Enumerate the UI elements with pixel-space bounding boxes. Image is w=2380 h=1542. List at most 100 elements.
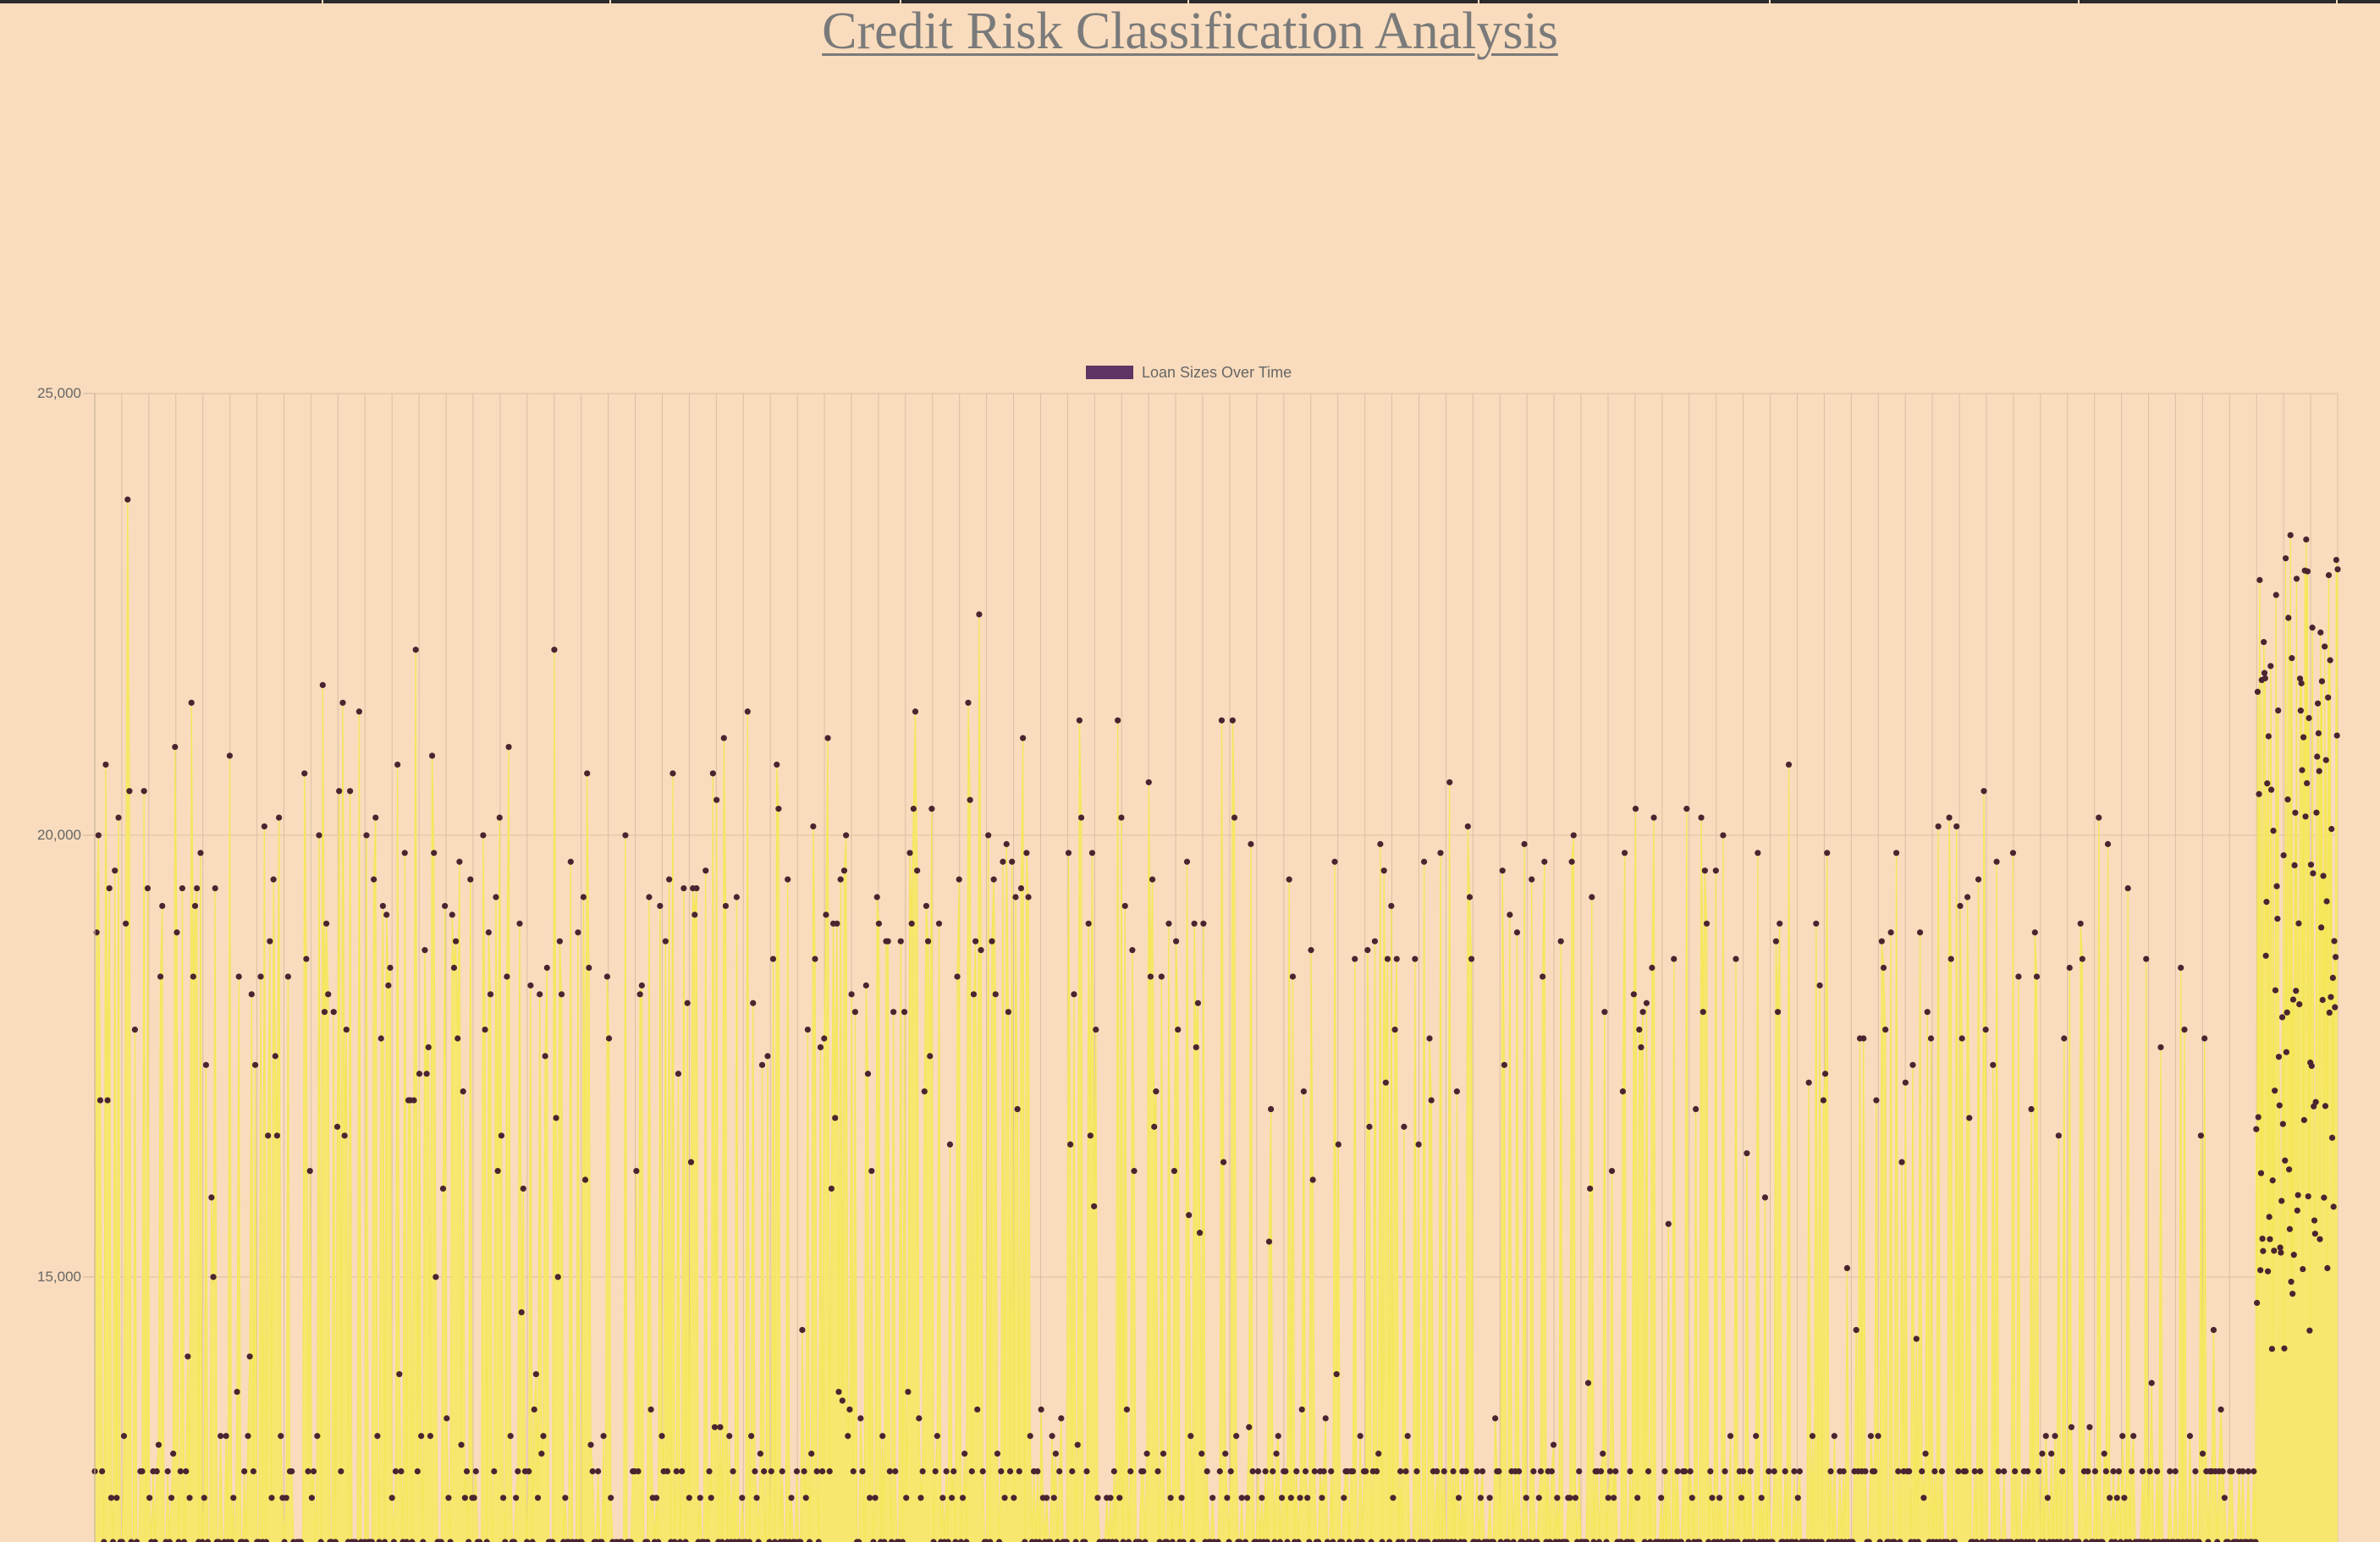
data-point: [1209, 1495, 1216, 1501]
data-point: [1397, 1468, 1404, 1475]
data-point: [268, 1495, 275, 1501]
data-point: [372, 814, 379, 821]
y-axis: 15,000 20,000 25,000: [37, 385, 96, 1542]
data-point: [1115, 717, 1121, 724]
series-area: [95, 499, 2338, 1542]
data-point: [179, 884, 186, 892]
data-point: [1755, 850, 1761, 856]
data-point: [1238, 1495, 1245, 1501]
data-point: [1401, 1123, 1408, 1130]
data-point: [990, 876, 997, 883]
data-point: [281, 1539, 288, 1542]
data-point: [567, 858, 574, 865]
data-point: [2276, 1102, 2283, 1109]
data-point: [1071, 991, 1077, 998]
data-point: [635, 1468, 642, 1475]
data-point: [1554, 1495, 1561, 1501]
data-point: [1601, 1009, 1608, 1016]
data-point: [1541, 858, 1548, 865]
data-point: [2039, 1451, 2046, 1457]
data-point: [1375, 1451, 1382, 1457]
data-point: [2322, 1103, 2329, 1110]
legend[interactable]: Loan Sizes Over Time: [1086, 364, 1292, 381]
data-point: [527, 982, 534, 989]
data-point: [821, 1035, 828, 1042]
data-point: [476, 1539, 483, 1542]
data-point: [1583, 1539, 1589, 1542]
y-tick-label: 25,000: [37, 385, 81, 401]
data-point: [1758, 1495, 1765, 1501]
data-point: [1335, 1141, 1342, 1148]
data-point: [961, 1451, 968, 1457]
data-point: [1023, 850, 1030, 856]
data-point: [2322, 757, 2329, 763]
data-point: [2059, 1468, 2066, 1475]
data-point: [1853, 1326, 1859, 1334]
data-point: [510, 1539, 518, 1542]
data-point: [537, 991, 543, 998]
data-point: [1455, 1495, 1463, 1501]
data-point: [1094, 1495, 1101, 1501]
data-point: [2113, 1495, 2120, 1501]
data-point: [1049, 1433, 1055, 1440]
data-point: [1818, 1539, 1825, 1542]
data-point: [2284, 1009, 2290, 1016]
data-point: [916, 1415, 923, 1422]
data-point: [757, 1451, 763, 1457]
data-point: [952, 1539, 959, 1542]
data-point: [1733, 955, 1739, 962]
data-point: [341, 1132, 348, 1139]
data-point: [443, 1415, 450, 1422]
data-point: [1975, 876, 1982, 883]
data-point: [870, 1539, 877, 1542]
data-point: [1072, 1539, 1079, 1542]
data-point: [416, 1071, 423, 1077]
data-point: [1597, 1468, 1605, 1475]
data-point: [172, 743, 179, 751]
data-point: [276, 814, 283, 821]
data-point: [835, 1388, 842, 1396]
data-point: [1771, 1468, 1777, 1475]
data-point: [529, 1539, 536, 1542]
data-point: [1153, 1088, 1160, 1095]
data-point: [2091, 1468, 2099, 1475]
data-point: [494, 1167, 501, 1175]
data-point: [1216, 1468, 1223, 1475]
data-point: [460, 1088, 466, 1095]
data-point: [2316, 768, 2322, 774]
data-point: [1186, 1212, 1193, 1219]
data-point: [1180, 1539, 1187, 1542]
data-point: [1140, 1468, 1147, 1475]
data-point: [850, 1468, 857, 1475]
data-point: [2280, 852, 2287, 859]
data-point: [879, 1433, 886, 1440]
data-point: [1529, 876, 1535, 883]
data-point: [1380, 867, 1387, 874]
data-point: [2325, 694, 2332, 701]
data-point: [534, 1495, 542, 1501]
data-point: [2031, 929, 2038, 936]
data-point: [1302, 1468, 1309, 1475]
data-point: [549, 1539, 556, 1542]
legend-label: Loan Sizes Over Time: [1142, 364, 1292, 381]
data-point: [2167, 1468, 2173, 1475]
data-point: [1927, 1035, 1935, 1042]
data-point: [1466, 894, 1474, 900]
data-point: [392, 1468, 399, 1475]
data-point: [1006, 1468, 1014, 1475]
data-point: [804, 1026, 811, 1033]
data-point: [493, 894, 499, 900]
data-point: [1831, 1433, 1837, 1440]
data-point: [1304, 1495, 1311, 1501]
data-point: [1259, 1495, 1265, 1501]
data-point: [1020, 735, 1027, 741]
data-point: [1882, 1026, 1889, 1033]
data-point: [862, 982, 869, 989]
data-point: [1492, 1415, 1499, 1422]
data-point: [1782, 1468, 1788, 1475]
data-point: [1322, 1415, 1329, 1422]
data-point: [1621, 850, 1628, 856]
data-point: [1297, 1495, 1303, 1501]
data-point: [679, 1468, 686, 1475]
data-point: [1227, 1468, 1234, 1475]
